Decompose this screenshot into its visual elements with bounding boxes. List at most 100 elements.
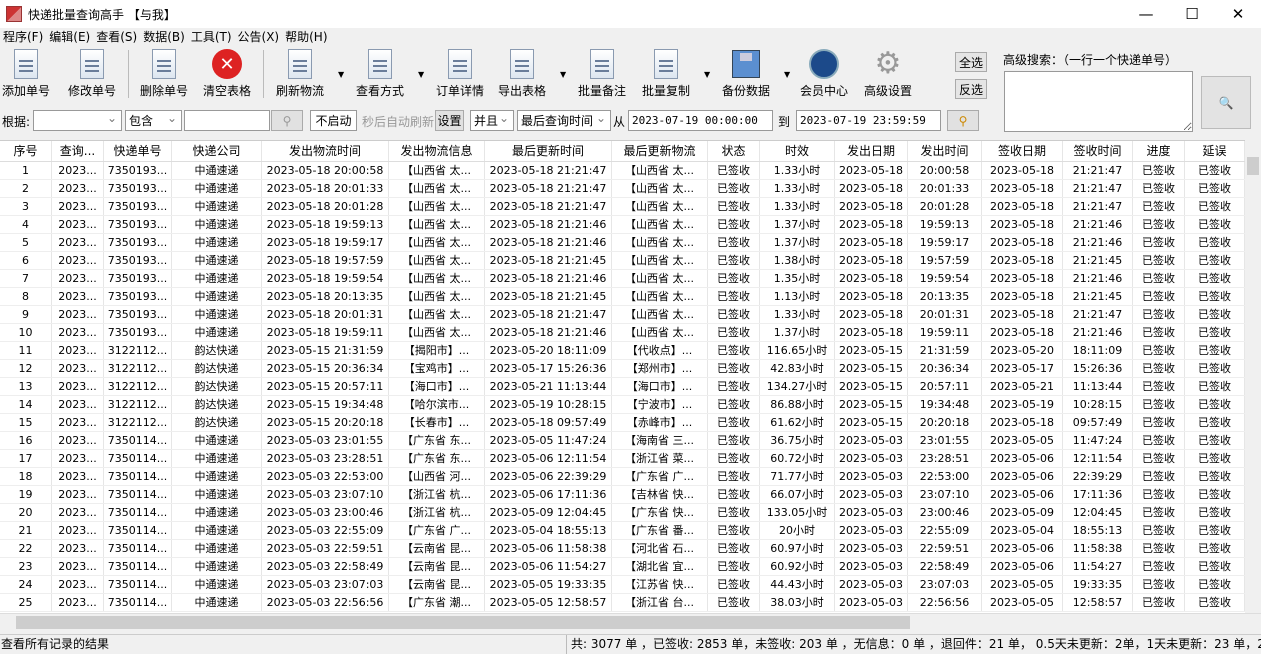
- invert-select-button[interactable]: 反选: [955, 79, 987, 99]
- filter-field-select[interactable]: [33, 110, 122, 131]
- to-datetime-picker[interactable]: 2023-07-19 23:59:59: [796, 110, 941, 131]
- table-row[interactable]: 7 2023... 7350193... 中通速递 2023-05-18 19:59:5…: [0, 270, 1245, 288]
- table-cell: 韵达快递: [172, 378, 262, 395]
- table-row[interactable]: 19 2023... 7350114... 中通速递 2023-05-03 23:07:…: [0, 486, 1245, 504]
- toolbar-gear-button[interactable]: ⚙ 高级设置: [864, 48, 912, 102]
- toolbar-clear-red-x-button[interactable]: ✕ 清空表格: [203, 48, 251, 102]
- dropdown-arrow-icon[interactable]: ▼: [418, 70, 425, 79]
- menu-tools[interactable]: 工具(T): [190, 30, 232, 44]
- select-all-button[interactable]: 全选: [955, 52, 987, 72]
- menu-notice[interactable]: 公告(X): [237, 30, 280, 44]
- column-header[interactable]: 发出日期: [835, 141, 908, 161]
- table-row[interactable]: 22 2023... 7350114... 中通速递 2023-05-03 22:59:…: [0, 540, 1245, 558]
- table-cell: 2023-05-06 11:58:38: [485, 540, 612, 557]
- column-header[interactable]: 快递单号: [104, 141, 172, 161]
- table-row[interactable]: 12 2023... 3122112... 韵达快递 2023-05-15 20:36:…: [0, 360, 1245, 378]
- dropdown-arrow-icon[interactable]: ▼: [338, 70, 345, 79]
- column-header[interactable]: 签收日期: [982, 141, 1063, 161]
- table-row[interactable]: 16 2023... 7350114... 中通速递 2023-05-03 23:01:…: [0, 432, 1245, 450]
- table-row[interactable]: 14 2023... 3122112... 韵达快递 2023-05-15 19:34:…: [0, 396, 1245, 414]
- table-row[interactable]: 1 2023... 7350193... 中通速递 2023-05-18 20:00:5…: [0, 162, 1245, 180]
- logic-select[interactable]: 并且: [470, 110, 514, 131]
- horizontal-scrollbar[interactable]: [0, 613, 1261, 631]
- table-cell: 已签收: [708, 396, 760, 413]
- column-header[interactable]: 最后更新时间: [485, 141, 612, 161]
- advanced-search-input[interactable]: [1004, 71, 1193, 132]
- table-cell: 【山西省 太...: [389, 234, 485, 251]
- column-header[interactable]: 延误: [1185, 141, 1245, 161]
- table-row[interactable]: 15 2023... 3122112... 韵达快递 2023-05-15 20:20:…: [0, 414, 1245, 432]
- table-row[interactable]: 9 2023... 7350193... 中通速递 2023-05-18 20:01:3…: [0, 306, 1245, 324]
- time-field-select[interactable]: 最后查询时间: [517, 110, 611, 131]
- horizontal-scroll-thumb[interactable]: [16, 616, 910, 629]
- menu-edit[interactable]: 编辑(E): [49, 30, 91, 44]
- table-row[interactable]: 3 2023... 7350193... 中通速递 2023-05-18 20:01:2…: [0, 198, 1245, 216]
- table-row[interactable]: 18 2023... 7350114... 中通速递 2023-05-03 22:53:…: [0, 468, 1245, 486]
- table-row[interactable]: 20 2023... 7350114... 中通速递 2023-05-03 23:00:…: [0, 504, 1245, 522]
- column-header[interactable]: 签收时间: [1063, 141, 1133, 161]
- dropdown-arrow-icon[interactable]: ▼: [784, 70, 791, 79]
- from-datetime-picker[interactable]: 2023-07-19 00:00:00: [628, 110, 773, 131]
- keyword-search-button[interactable]: ⚲: [271, 110, 303, 131]
- column-header[interactable]: 快递公司: [172, 141, 262, 161]
- column-header[interactable]: 进度: [1133, 141, 1185, 161]
- column-header[interactable]: 查询...: [52, 141, 104, 161]
- table-row[interactable]: 24 2023... 7350114... 中通速递 2023-05-03 23:07:…: [0, 576, 1245, 594]
- close-button[interactable]: ✕: [1231, 5, 1245, 23]
- table-cell: 22:56:56: [908, 594, 982, 611]
- table-cell: 2023-05-09: [982, 504, 1063, 521]
- column-header[interactable]: 序号: [0, 141, 52, 161]
- menu-help[interactable]: 帮助(H): [285, 30, 328, 44]
- table-cell: 2023-05-03: [835, 432, 908, 449]
- minimize-button[interactable]: —: [1138, 5, 1154, 23]
- toolbar-export-arrow-button[interactable]: 导出表格: [498, 48, 546, 102]
- table-cell: 3122112...: [104, 378, 172, 395]
- column-header[interactable]: 最后更新物流: [612, 141, 708, 161]
- dropdown-arrow-icon[interactable]: ▼: [560, 70, 567, 79]
- table-row[interactable]: 13 2023... 3122112... 韵达快递 2023-05-15 20:57:…: [0, 378, 1245, 396]
- keyword-input[interactable]: [184, 110, 270, 131]
- toolbar-scroll-note-button[interactable]: 批量备注: [578, 48, 626, 102]
- menu-data[interactable]: 数据(B): [143, 30, 185, 44]
- toolbar-delete-document-button[interactable]: 删除单号: [140, 48, 188, 102]
- column-header[interactable]: 状态: [708, 141, 760, 161]
- advanced-search-button[interactable]: 🔍: [1201, 76, 1251, 129]
- table-row[interactable]: 10 2023... 7350193... 中通速递 2023-05-18 19:59:…: [0, 324, 1245, 342]
- toolbar-clock-member-button[interactable]: 会员中心: [800, 48, 848, 102]
- column-header[interactable]: 发出物流信息: [389, 141, 485, 161]
- menu-program[interactable]: 程序(F): [3, 30, 44, 44]
- toolbar-add-document-button[interactable]: 添加单号: [2, 48, 50, 102]
- date-search-button[interactable]: ⚲: [947, 110, 979, 131]
- maximize-button[interactable]: ☐: [1185, 5, 1199, 23]
- settings-button[interactable]: 设置: [435, 110, 464, 131]
- table-cell: 11:58:38: [1063, 540, 1133, 557]
- table-cell: 2023-05-18: [982, 162, 1063, 179]
- toolbar-copy-documents-button[interactable]: 批量复制: [642, 48, 690, 102]
- table-row[interactable]: 5 2023... 7350193... 中通速递 2023-05-18 19:59:1…: [0, 234, 1245, 252]
- table-row[interactable]: 17 2023... 7350114... 中通速递 2023-05-03 23:28:…: [0, 450, 1245, 468]
- table-cell: 7350114...: [104, 594, 172, 611]
- toolbar-order-detail-button[interactable]: 订单详情: [436, 48, 484, 102]
- toolbar-checklist-button[interactable]: 查看方式: [356, 48, 404, 102]
- table-row[interactable]: 8 2023... 7350193... 中通速递 2023-05-18 20:13:3…: [0, 288, 1245, 306]
- match-mode-select[interactable]: 包含: [125, 110, 182, 131]
- table-cell: 1.33小时: [760, 180, 835, 197]
- table-row[interactable]: 11 2023... 3122112... 韵达快递 2023-05-15 21:31:…: [0, 342, 1245, 360]
- column-header[interactable]: 时效: [760, 141, 835, 161]
- toolbar-floppy-disk-button[interactable]: 备份数据: [722, 48, 770, 102]
- table-row[interactable]: 6 2023... 7350193... 中通速递 2023-05-18 19:57:5…: [0, 252, 1245, 270]
- vertical-scroll-thumb[interactable]: [1247, 157, 1259, 175]
- auto-refresh-input[interactable]: 不启动: [310, 110, 357, 131]
- menu-view[interactable]: 查看(S): [96, 30, 138, 44]
- table-row[interactable]: 23 2023... 7350114... 中通速递 2023-05-03 22:58:…: [0, 558, 1245, 576]
- column-header[interactable]: 发出物流时间: [262, 141, 389, 161]
- table-row[interactable]: 4 2023... 7350193... 中通速递 2023-05-18 19:59:1…: [0, 216, 1245, 234]
- toolbar-edit-pencil-button[interactable]: 修改单号: [68, 48, 116, 102]
- column-header[interactable]: 发出时间: [908, 141, 982, 161]
- table-row[interactable]: 21 2023... 7350114... 中通速递 2023-05-03 22:55:…: [0, 522, 1245, 540]
- table-row[interactable]: 25 2023... 7350114... 中通速递 2023-05-03 22:56:…: [0, 594, 1245, 612]
- toolbar-refresh-document-button[interactable]: 刷新物流: [276, 48, 324, 102]
- vertical-scrollbar[interactable]: [1245, 141, 1261, 613]
- dropdown-arrow-icon[interactable]: ▼: [704, 70, 711, 79]
- table-row[interactable]: 2 2023... 7350193... 中通速递 2023-05-18 20:01:3…: [0, 180, 1245, 198]
